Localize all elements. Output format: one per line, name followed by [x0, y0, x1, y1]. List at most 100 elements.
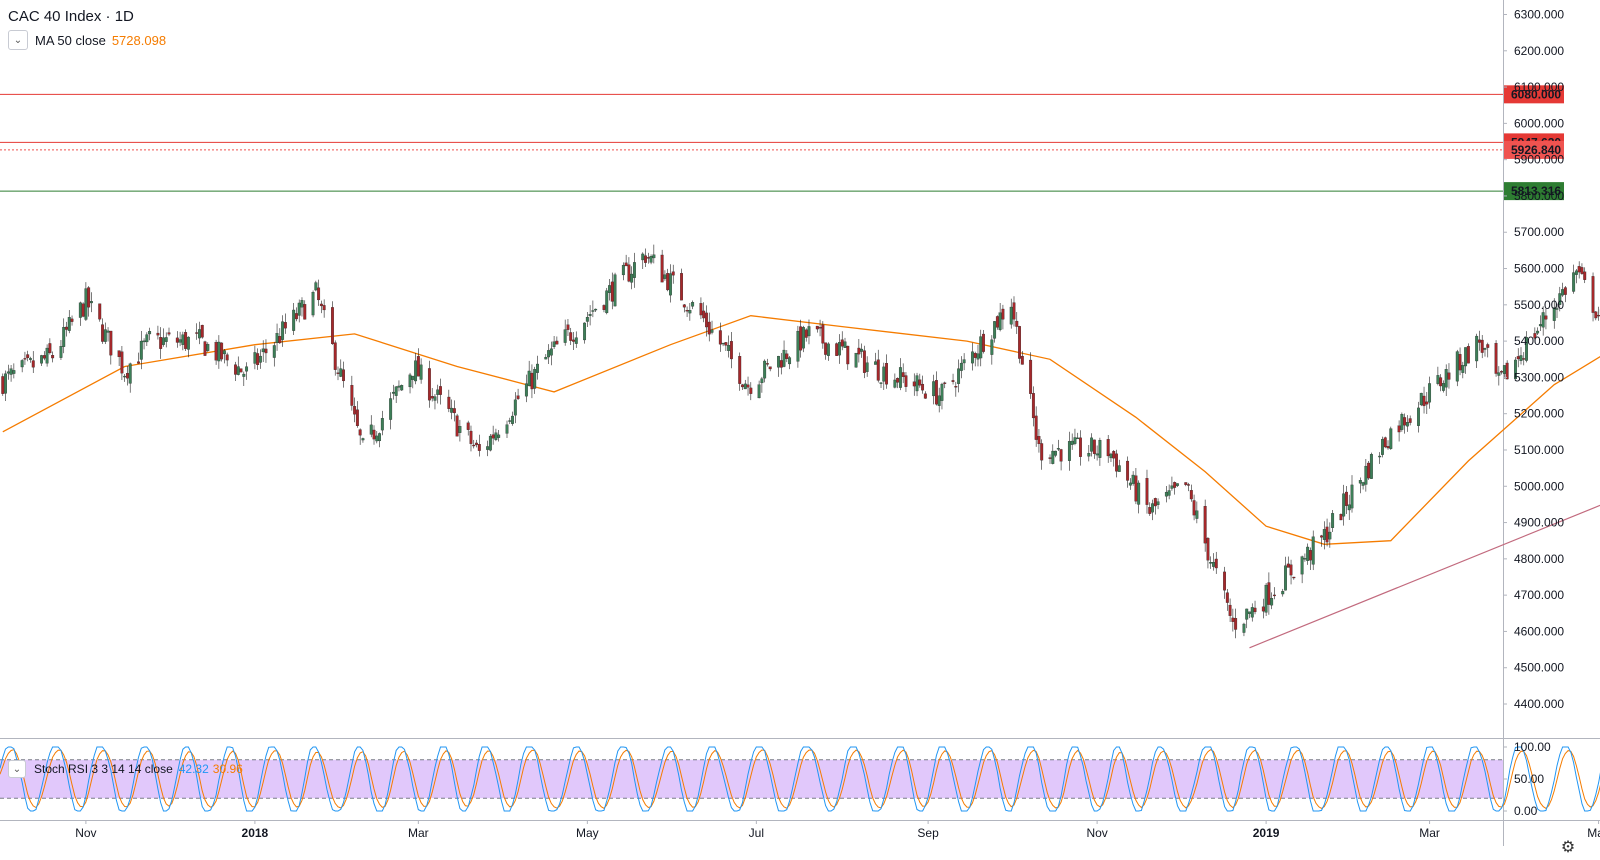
candle-body	[511, 415, 514, 424]
stoch-band-fill	[0, 759, 1503, 799]
candle-body	[777, 355, 780, 368]
candle-body	[181, 334, 185, 345]
candle-body	[918, 379, 922, 386]
candle-body	[70, 318, 74, 322]
candle-body	[1428, 383, 1432, 403]
candle-body	[333, 342, 337, 370]
candle-body	[6, 371, 10, 374]
candle-body	[198, 329, 201, 339]
candle-body	[1173, 482, 1177, 488]
candle-body	[186, 336, 190, 350]
candle-body	[724, 342, 728, 346]
candle-body	[688, 310, 692, 314]
candle-body	[1261, 606, 1265, 612]
candle-body	[982, 333, 985, 352]
candle-body	[162, 337, 165, 345]
candle-body	[533, 369, 537, 389]
candle-body	[954, 386, 958, 388]
candle-body	[613, 274, 617, 307]
price-tick-label: 5400.000	[1514, 334, 1564, 348]
candle-body	[245, 366, 249, 372]
candle-body	[1381, 439, 1384, 455]
price-tick-label: 5500.000	[1514, 298, 1564, 312]
candle-body	[962, 359, 966, 364]
candle-body	[796, 330, 800, 362]
candle-body	[552, 341, 556, 347]
candle-body	[59, 346, 63, 358]
candle-body	[779, 360, 783, 368]
candle-body	[741, 384, 744, 388]
candle-body	[605, 290, 609, 314]
price-tick-label: 4500.000	[1514, 661, 1564, 675]
candle-body	[644, 255, 647, 263]
candle-body	[1012, 302, 1016, 320]
candle-body	[355, 409, 359, 427]
candle-body	[1242, 623, 1246, 633]
candle-body	[220, 342, 224, 360]
candle-body	[1112, 451, 1116, 459]
candle-body	[378, 433, 382, 442]
price-level-label: 5813.316	[1511, 184, 1561, 198]
price-tick-label: 6200.000	[1514, 44, 1564, 58]
candle-body	[610, 281, 614, 302]
candle-body	[524, 383, 528, 397]
price-tick-label: 5600.000	[1514, 262, 1564, 276]
chevron-down-icon[interactable]: ⌄	[8, 760, 26, 778]
price-tick-label: 6100.000	[1514, 80, 1564, 94]
candle-body	[663, 274, 667, 279]
candle-body	[1475, 335, 1479, 362]
candle-body	[699, 303, 703, 316]
candle-body	[1502, 365, 1506, 374]
candle-body	[297, 302, 301, 316]
candle-body	[1184, 482, 1188, 485]
gear-icon[interactable]: ⚙	[1560, 839, 1576, 856]
candle-body	[145, 334, 149, 343]
chevron-down-icon[interactable]: ⌄	[8, 30, 28, 50]
candle-body	[807, 326, 811, 337]
candle-body	[12, 370, 16, 374]
candle-body	[1, 376, 5, 394]
candle-body	[865, 362, 869, 372]
candle-body	[1206, 537, 1210, 561]
candle-body	[990, 339, 994, 355]
candle-body	[1516, 356, 1520, 360]
candle-body	[940, 383, 944, 401]
osc-tick-label: 0.00	[1514, 804, 1538, 818]
candle-body	[530, 372, 534, 390]
candle-body	[979, 336, 983, 359]
candle-body	[536, 363, 539, 373]
candle-body	[239, 368, 243, 373]
candle-body	[937, 395, 941, 406]
candle-body	[1176, 483, 1179, 486]
candle-body	[1303, 558, 1307, 560]
candle-body	[1494, 343, 1498, 374]
candle-body	[896, 378, 900, 383]
candle-body	[125, 372, 129, 379]
candle-body	[436, 389, 440, 395]
price-tick-label: 5300.000	[1514, 370, 1564, 384]
candle-body	[854, 352, 858, 368]
candle-body	[1522, 358, 1526, 360]
price-level-badge	[1504, 182, 1564, 201]
candle-body	[1525, 337, 1528, 361]
candle-body	[588, 314, 592, 316]
candle-body	[62, 327, 66, 347]
candle-body	[1054, 450, 1058, 456]
candle-body	[475, 442, 478, 445]
candle-body	[876, 359, 880, 381]
osc-tick-label: 100.00	[1514, 740, 1551, 754]
candle-body	[879, 382, 883, 384]
candle-body	[1563, 287, 1567, 295]
candle-body	[1306, 546, 1310, 561]
candle-body	[882, 366, 886, 382]
candle-body	[167, 332, 171, 335]
candle-body	[1347, 504, 1351, 511]
candle-body	[375, 435, 379, 442]
candle-body	[225, 354, 229, 361]
candle-body	[1109, 453, 1113, 459]
candle-body	[175, 337, 179, 343]
candle-body	[400, 385, 404, 391]
candle-body	[408, 374, 412, 388]
